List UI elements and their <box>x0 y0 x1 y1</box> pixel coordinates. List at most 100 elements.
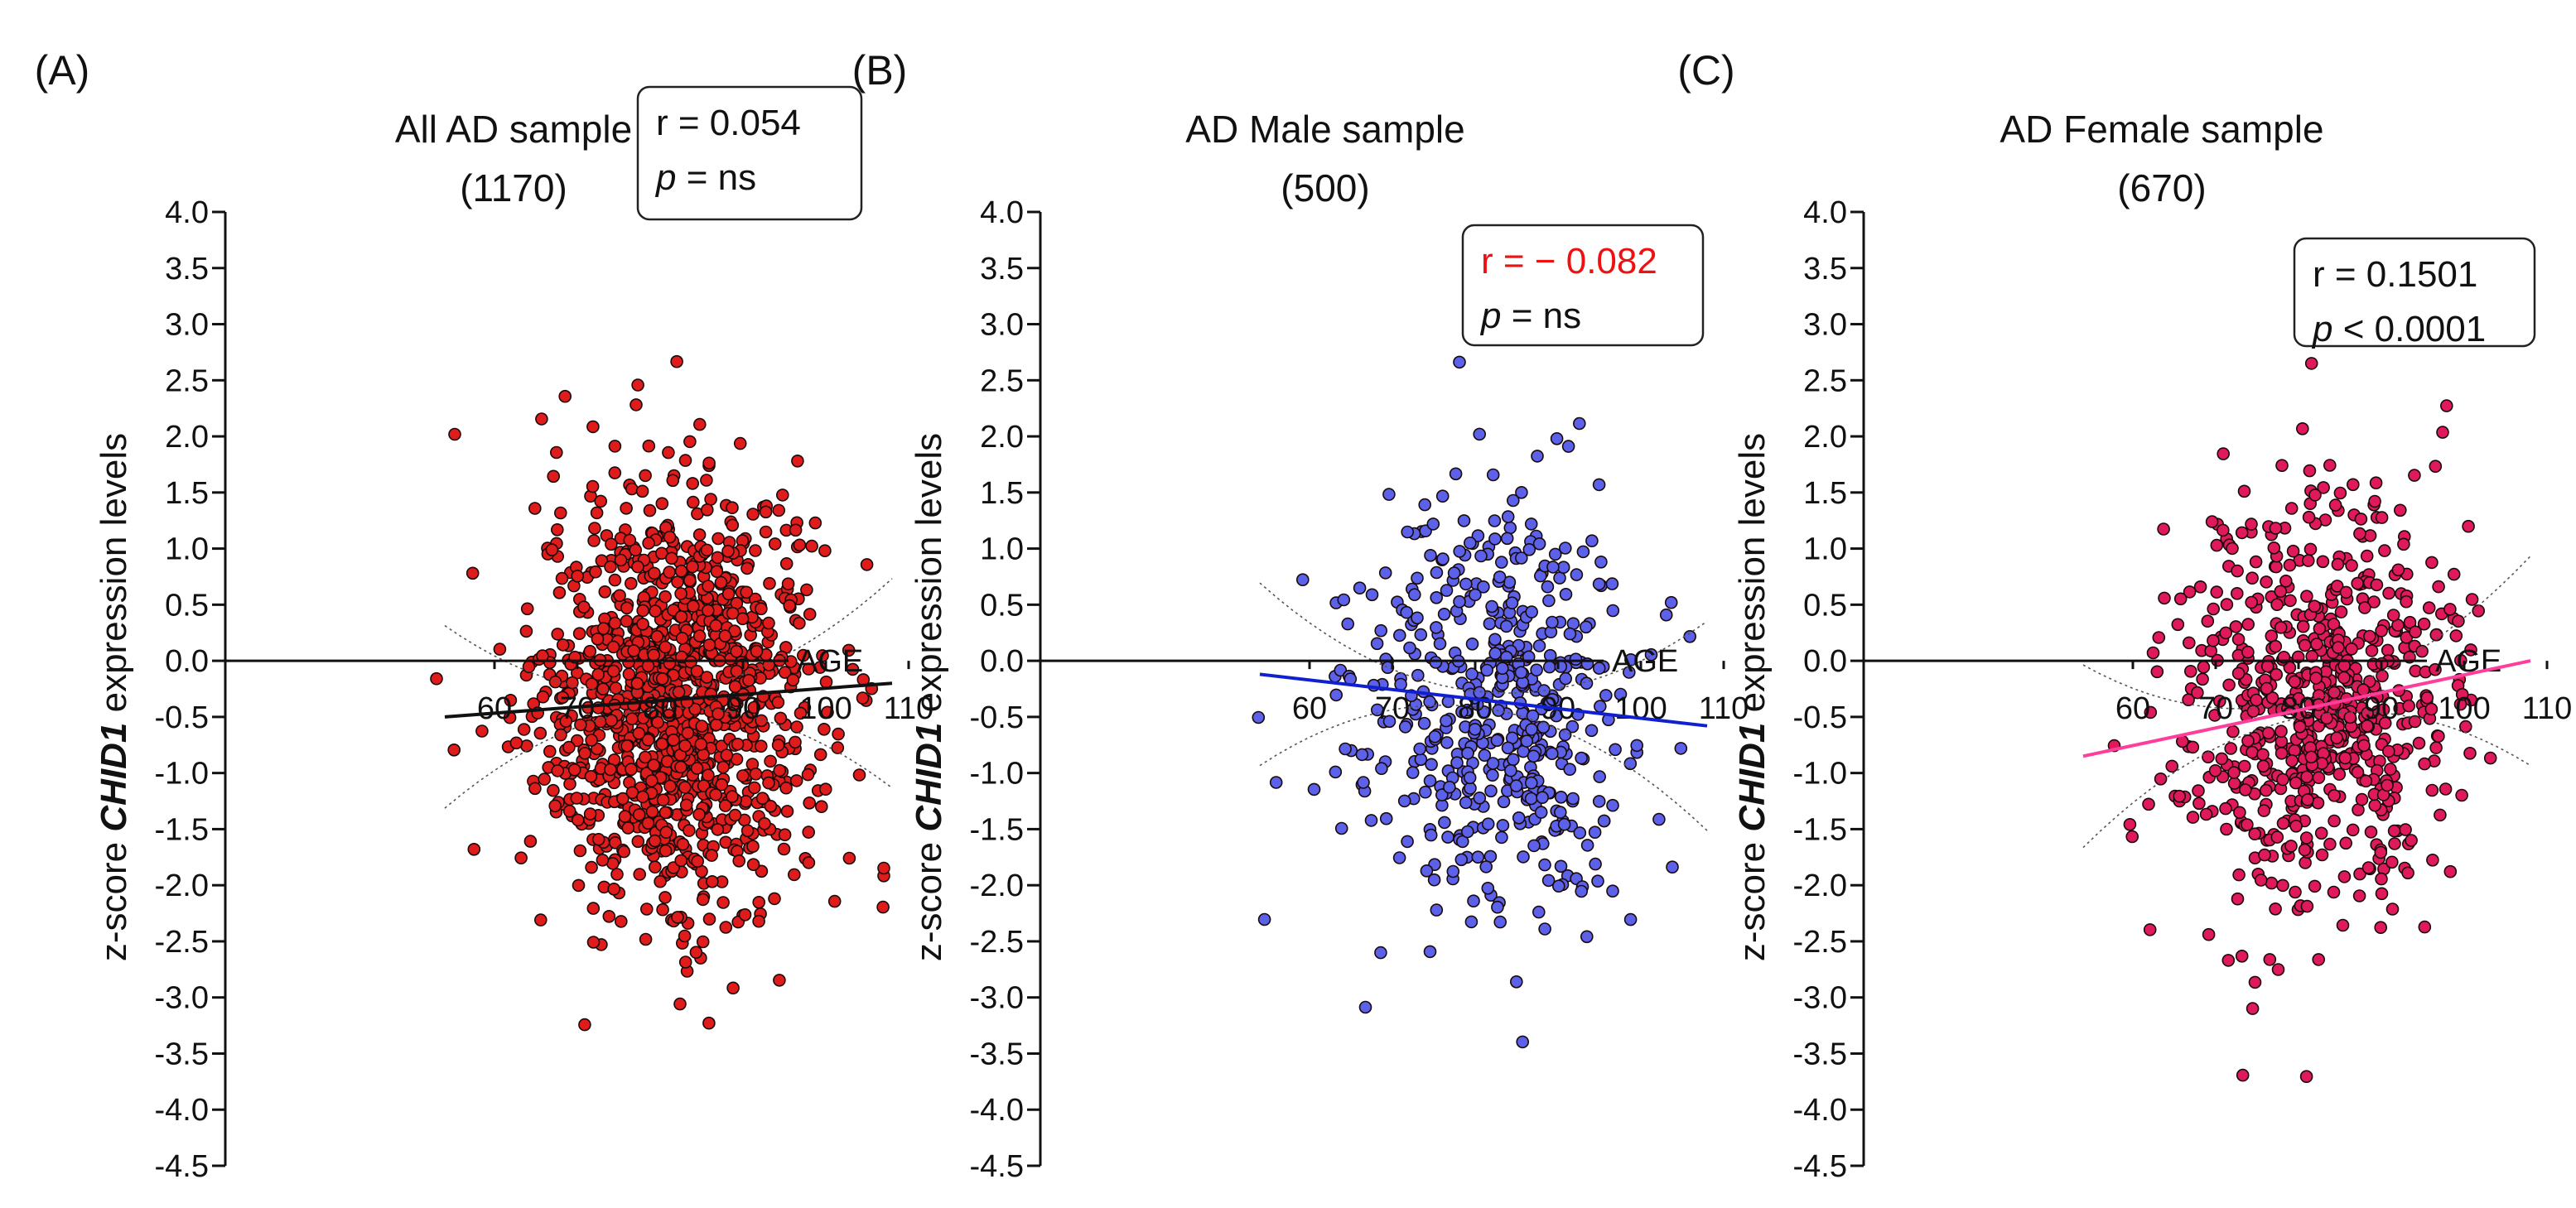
scatter-point <box>1371 703 1384 717</box>
scatter-point <box>1674 742 1688 755</box>
scatter-point <box>620 502 633 515</box>
scatter-point <box>700 474 713 487</box>
y-axis-label: z-score CHID1 expression levels <box>1732 433 1773 961</box>
scatter-point <box>778 666 792 679</box>
scatter-point <box>1471 850 1485 864</box>
scatter-point <box>679 798 693 812</box>
scatter-point <box>1411 668 1425 682</box>
scatter-point <box>2221 954 2236 967</box>
scatter-point <box>2361 719 2374 733</box>
scatter-point <box>718 799 732 812</box>
scatter-point <box>762 776 775 790</box>
scatter-point <box>2394 503 2407 517</box>
scatter-point <box>2331 557 2345 571</box>
panel-sample-size: (500) <box>1281 166 1369 209</box>
scatter-point <box>1558 728 1572 742</box>
scatter-point <box>1461 825 1474 839</box>
scatter-point <box>1438 816 1451 830</box>
scatter-point <box>2385 855 2399 869</box>
scatter-point <box>1520 734 1534 748</box>
scatter-point <box>1563 627 1577 641</box>
scatter-point <box>742 673 755 687</box>
x-tick-label: 70 <box>2198 691 2233 726</box>
scatter-point <box>1465 637 1479 651</box>
scatter-point <box>1569 652 1583 667</box>
scatter-point <box>2288 675 2301 689</box>
y-tick-label: 3.0 <box>980 308 1024 343</box>
scatter-point <box>772 503 786 517</box>
y-tick-label: 0.0 <box>1803 644 1847 679</box>
x-tick-label: 100 <box>799 691 851 726</box>
scatter-point <box>2422 601 2436 614</box>
scatter-point <box>663 657 677 671</box>
scatter-point <box>571 569 585 583</box>
scatter-point <box>577 600 591 614</box>
scatter-point <box>2343 710 2357 724</box>
scatter-point <box>1437 607 1451 621</box>
scatter-point <box>604 560 617 574</box>
scatter-point <box>775 488 789 502</box>
scatter-point <box>607 883 621 896</box>
panel-b: (B) AD Male sample (500) 4.0 3.5 3.0 2.5 2.0 1.5… <box>852 47 1749 1184</box>
scatter-point <box>2384 763 2397 776</box>
scatter-point <box>779 781 793 795</box>
scatter-point <box>2429 662 2442 676</box>
scatter-point <box>2235 950 2249 963</box>
scatter-point <box>2286 544 2300 558</box>
scatter-point <box>1580 620 1593 634</box>
scatter-point <box>1525 605 1538 618</box>
scatter-point <box>2351 576 2364 590</box>
scatter-point <box>578 1018 591 1032</box>
scatter-point <box>696 935 710 949</box>
scatter-point <box>1379 811 1393 825</box>
scatter-point <box>2146 646 2160 660</box>
scatter-point <box>711 551 725 565</box>
scatter-point <box>1465 667 1479 681</box>
scatter-point <box>1504 763 1517 777</box>
scatter-point <box>2260 783 2273 797</box>
scatter-point <box>658 891 672 904</box>
scatter-point <box>803 608 817 621</box>
scatter-point <box>1517 850 1530 864</box>
scatter-point <box>2296 619 2310 633</box>
scatter-point <box>2299 1070 2313 1083</box>
scatter-point <box>2330 580 2344 593</box>
scatter-point <box>2332 768 2347 781</box>
scatter-point <box>2193 580 2207 594</box>
scatter-point <box>655 737 669 751</box>
scatter-point <box>2241 618 2255 631</box>
scatter-point <box>547 783 560 797</box>
scatter-point <box>553 506 567 520</box>
scatter-point <box>2265 691 2279 705</box>
scatter-point <box>572 878 586 893</box>
scatter-point <box>2381 778 2394 792</box>
scatter-point <box>572 627 586 641</box>
regression-line <box>444 681 893 719</box>
scatter-point <box>1357 776 1370 789</box>
scatter-point <box>1469 588 1482 602</box>
scatter-point <box>732 854 746 868</box>
scatter-point <box>1585 534 1599 548</box>
scatter-point <box>2299 831 2313 845</box>
scatter-point <box>2144 705 2158 720</box>
scatter-point <box>658 590 672 604</box>
scatter-point <box>1538 922 1551 936</box>
ci-upper-line <box>444 578 893 695</box>
scatter-point <box>793 538 807 552</box>
scatter-point <box>2353 527 2366 541</box>
scatter-point <box>686 477 700 490</box>
scatter-point <box>2158 591 2171 605</box>
scatter-point <box>705 875 719 888</box>
scatter-point <box>2192 797 2206 811</box>
scatter-point <box>2316 555 2330 569</box>
scatter-point <box>842 851 856 865</box>
scatter-point <box>1296 573 1310 587</box>
scatter-point <box>430 671 443 686</box>
scatter-point <box>605 714 619 728</box>
scatter-point <box>1514 666 1528 680</box>
scatter-point <box>2293 720 2307 734</box>
scatter-point <box>2197 660 2211 674</box>
scatter-point <box>683 824 696 837</box>
scatter-point <box>752 914 765 928</box>
